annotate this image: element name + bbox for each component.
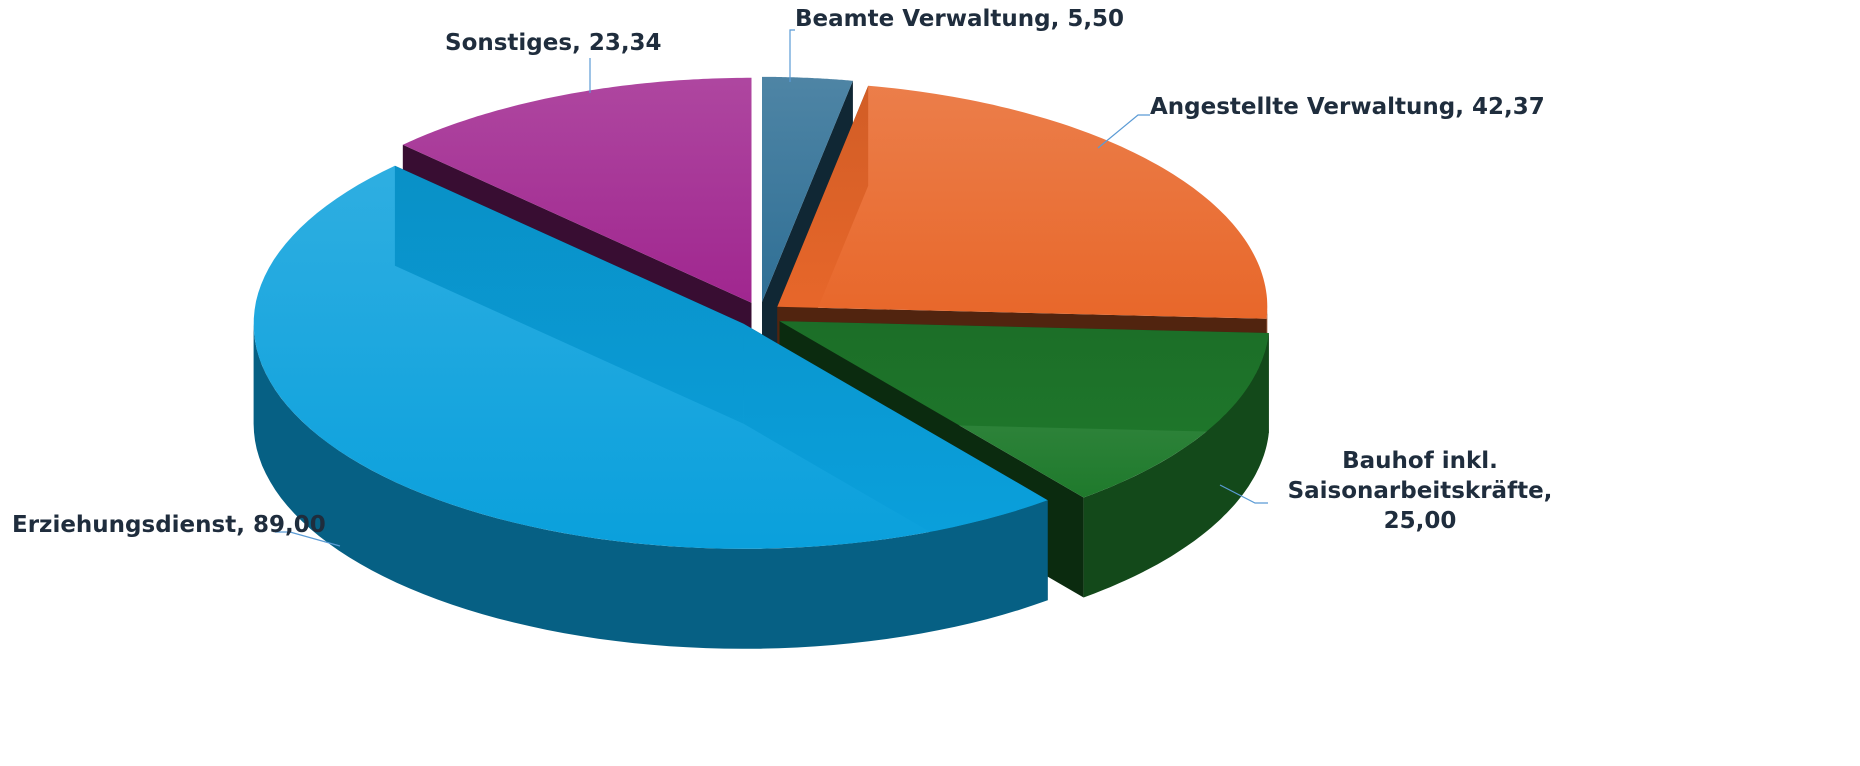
value-label: 5,50 (1067, 6, 1125, 32)
category-label: Beamte Verwaltung (795, 6, 1067, 32)
data-label: Beamte Verwaltung5,50 (795, 4, 1124, 34)
data-label: Sonstiges23,34 (445, 28, 662, 58)
value-label: 42,37 (1471, 94, 1545, 120)
slice-side (1083, 333, 1269, 598)
value-label: 25,00 (1383, 508, 1457, 534)
category-label: Sonstiges (445, 30, 589, 56)
category-label: Angestellte Verwaltung (1150, 94, 1472, 120)
leader-line (275, 531, 341, 547)
value-label: 23,34 (588, 30, 662, 56)
leader-line (789, 29, 795, 82)
value-label: 89,00 (252, 512, 326, 538)
data-label: Bauhof inkl. Saisonarbeitskräfte 25,00 (1270, 446, 1570, 536)
leader-line (1219, 484, 1268, 504)
category-label: Bauhof inkl. Saisonarbeitskräfte (1288, 448, 1553, 504)
category-label: Erziehungsdienst (12, 512, 253, 538)
slice (253, 165, 1048, 549)
slice (779, 321, 1269, 498)
data-label: Erziehungsdienst89,00 (12, 510, 326, 540)
leader-line (1097, 114, 1150, 149)
data-label: Angestellte Verwaltung42,37 (1150, 92, 1545, 122)
slice (762, 76, 853, 302)
slice (777, 85, 1268, 319)
slice (402, 77, 752, 303)
slice-side (253, 323, 1048, 649)
